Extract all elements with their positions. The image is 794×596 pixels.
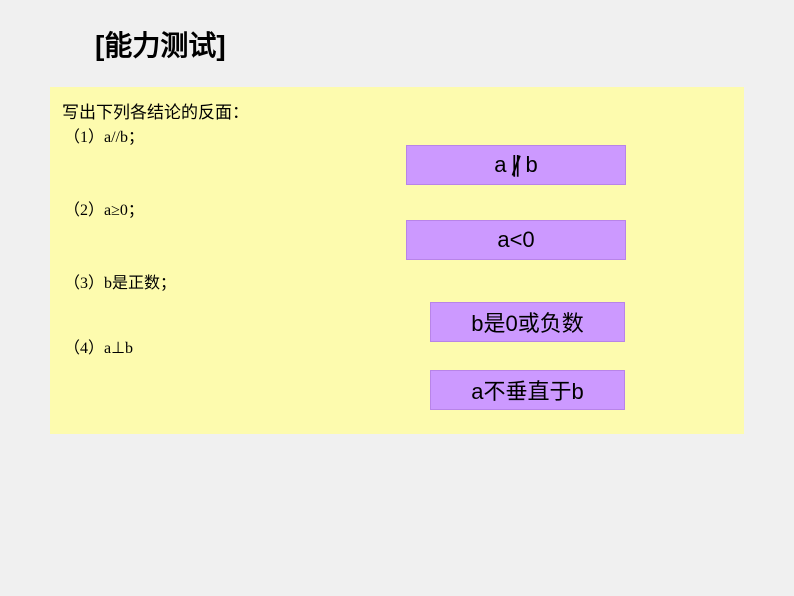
content-panel: 写出下列各结论的反面： （1）a//b； （2）a≥0； （3）b是正数； （4…: [50, 87, 744, 434]
not-parallel-symbol: ∥: [511, 152, 522, 178]
answer-3: b是0或负数: [430, 302, 625, 342]
question-2: （2）a≥0；: [64, 196, 144, 220]
answer-4: a不垂直于b: [430, 370, 625, 410]
question-4: （4）a⊥b: [64, 334, 133, 358]
question-3: （3）b是正数；: [64, 269, 176, 293]
prompt-text: 写出下列各结论的反面：: [62, 98, 249, 123]
question-1: （1）a//b；: [64, 123, 144, 147]
answer-2: a<0: [406, 220, 626, 260]
page-title: [能力测试]: [95, 24, 226, 64]
answer-1-suffix: b: [526, 152, 538, 178]
answer-1: a ∥ b: [406, 145, 626, 185]
answer-1-prefix: a: [494, 152, 506, 178]
